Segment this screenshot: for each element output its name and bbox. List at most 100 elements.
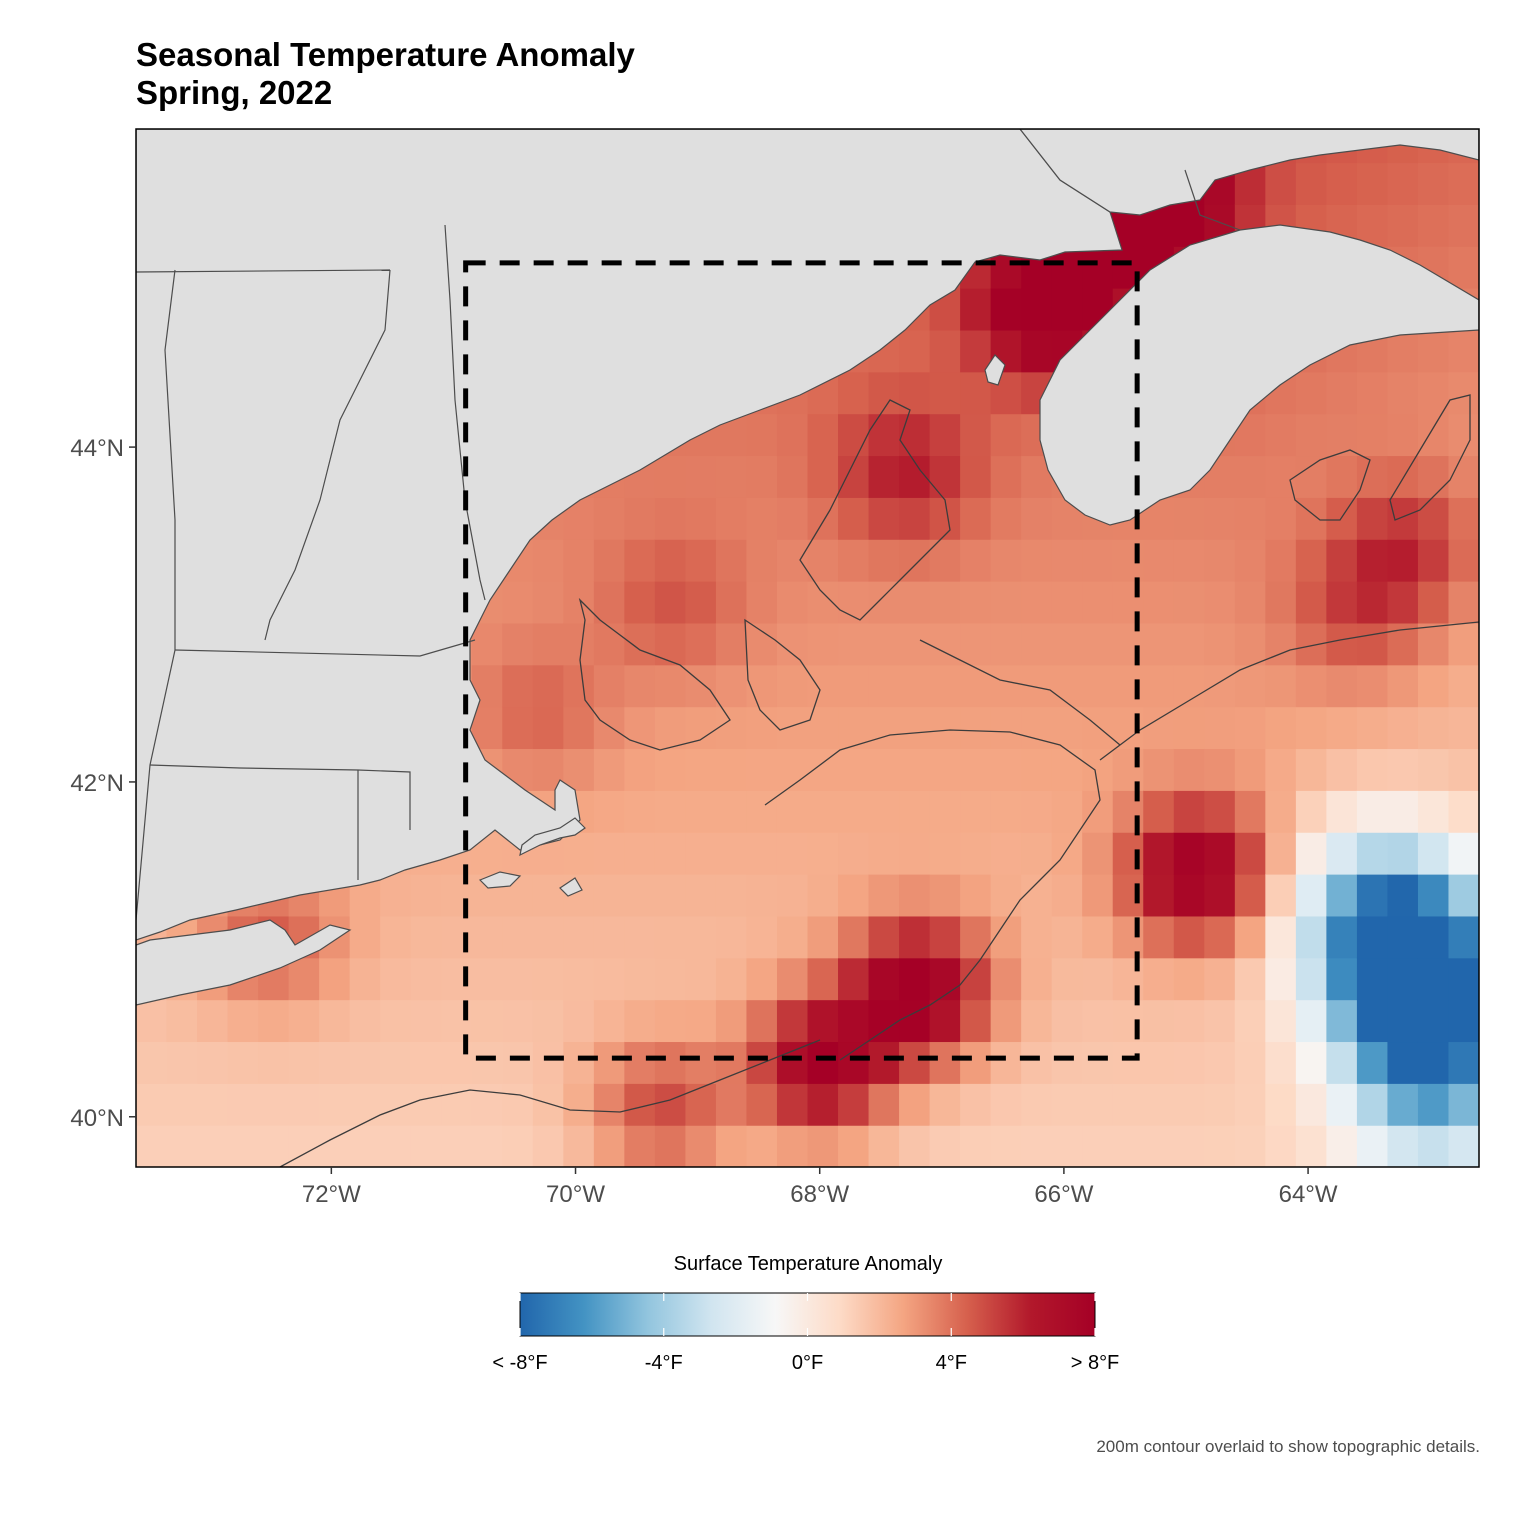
- anomaly-cell: [1234, 581, 1266, 624]
- anomaly-cell: [746, 748, 778, 791]
- contour-emerald-bank: [1289, 449, 1371, 521]
- anomaly-cell: [1234, 497, 1266, 540]
- anomaly-cell: [776, 915, 809, 959]
- anomaly-cell: [1173, 1041, 1205, 1084]
- anomaly-cell: [715, 706, 748, 750]
- anomaly-cell: [319, 1041, 351, 1084]
- anomaly-cell: [471, 622, 503, 666]
- x-tick-label: 68°W: [790, 1181, 849, 1208]
- anomaly-cell: [1448, 832, 1479, 875]
- anomaly-cell: [1265, 162, 1297, 205]
- anomaly-cell: [868, 455, 900, 498]
- anomaly-cell: [1448, 1125, 1479, 1167]
- anomaly-cell: [1234, 1041, 1266, 1084]
- anomaly-cell: [807, 915, 839, 959]
- anomaly-cell: [1326, 497, 1358, 540]
- anomaly-cell: [1082, 622, 1114, 666]
- legend-title: Surface Temperature Anomaly: [673, 1253, 943, 1275]
- land-marthas-vineyard: [478, 871, 522, 889]
- anomaly-cell: [929, 1125, 961, 1167]
- contour-200m: [279, 394, 1479, 1167]
- anomaly-cell: [776, 622, 809, 666]
- anomaly-cell: [136, 1125, 168, 1167]
- anomaly-cell: [532, 706, 564, 750]
- anomaly-cell: [776, 790, 809, 833]
- anomaly-cell: [960, 706, 992, 750]
- anomaly-cell: [1021, 664, 1053, 708]
- anomaly-cell: [654, 664, 687, 708]
- anomaly-cell: [349, 957, 381, 1001]
- anomaly-cell: [1356, 1041, 1389, 1084]
- anomaly-cell: [654, 957, 687, 1001]
- anomaly-cell: [1143, 1041, 1175, 1084]
- anomaly-cell: [349, 1125, 381, 1167]
- border-vt-ny: [136, 269, 176, 921]
- anomaly-cell: [654, 1083, 687, 1126]
- x-tick-label: 64°W: [1279, 1181, 1338, 1208]
- anomaly-cell: [838, 664, 870, 708]
- anomaly-cell: [654, 999, 687, 1043]
- anomaly-cell: [288, 957, 320, 1001]
- anomaly-cell: [1143, 999, 1175, 1043]
- anomaly-cell: [288, 1041, 320, 1084]
- anomaly-cell: [227, 1125, 259, 1167]
- anomaly-cell: [1143, 790, 1175, 833]
- anomaly-cell: [929, 413, 961, 457]
- anomaly-cell: [1021, 832, 1053, 875]
- anomaly-cell: [593, 915, 625, 959]
- anomaly-cell: [807, 622, 839, 666]
- anomaly-cell: [288, 1083, 320, 1126]
- anomaly-cell: [1387, 790, 1419, 833]
- anomaly-cell: [1234, 748, 1266, 791]
- land: [136, 129, 1479, 1006]
- anomaly-cell: [1356, 539, 1389, 582]
- anomaly-cell: [868, 999, 900, 1043]
- anomaly-cell: [960, 1083, 992, 1126]
- anomaly-cell: [960, 581, 992, 624]
- anomaly-cell: [1448, 246, 1479, 289]
- anomaly-cell: [807, 581, 839, 624]
- anomaly-cell: [532, 999, 564, 1043]
- anomaly-cell: [1204, 539, 1236, 582]
- anomaly-cell: [1051, 539, 1083, 582]
- anomaly-cell: [1417, 497, 1450, 540]
- anomaly-cell: [990, 1041, 1022, 1084]
- anomaly-cell: [838, 413, 870, 457]
- anomaly-cell: [624, 1125, 656, 1167]
- anomaly-cell: [1234, 874, 1266, 917]
- anomaly-cell: [1234, 790, 1266, 833]
- anomaly-cell: [1143, 622, 1175, 666]
- anomaly-cell: [563, 706, 595, 750]
- anomaly-cell: [715, 957, 748, 1001]
- anomaly-cell: [1387, 455, 1419, 498]
- anomaly-cell: [1051, 748, 1083, 791]
- anomaly-cell: [563, 748, 595, 791]
- anomaly-cell: [1265, 874, 1297, 917]
- anomaly-cell: [685, 1125, 717, 1167]
- anomaly-cell: [990, 957, 1022, 1001]
- anomaly-cell: [838, 790, 870, 833]
- anomaly-cell: [1082, 1125, 1114, 1167]
- anomaly-cell: [1448, 999, 1479, 1043]
- anomaly-cell: [654, 748, 687, 791]
- anomaly-cell: [685, 1083, 717, 1126]
- anomaly-cell: [1021, 622, 1053, 666]
- anomaly-cell: [1448, 664, 1479, 708]
- anomaly-cell: [166, 1041, 198, 1084]
- anomaly-cell: [1295, 371, 1327, 415]
- anomaly-cell: [1265, 664, 1297, 708]
- anomaly-cell: [807, 1041, 839, 1084]
- anomaly-cell: [1234, 915, 1266, 959]
- anomaly-cell: [1082, 915, 1114, 959]
- anomaly-cell: [654, 1041, 687, 1084]
- anomaly-cell: [990, 790, 1022, 833]
- anomaly-cell: [563, 581, 595, 624]
- anomaly-cell: [746, 1083, 778, 1126]
- anomaly-cell: [807, 790, 839, 833]
- anomaly-cell: [776, 664, 809, 708]
- anomaly-cell: [502, 664, 534, 708]
- anomaly-cell: [899, 999, 931, 1043]
- anomaly-cell: [593, 1125, 625, 1167]
- anomaly-cell: [410, 957, 442, 1001]
- anomaly-cell: [502, 1083, 534, 1126]
